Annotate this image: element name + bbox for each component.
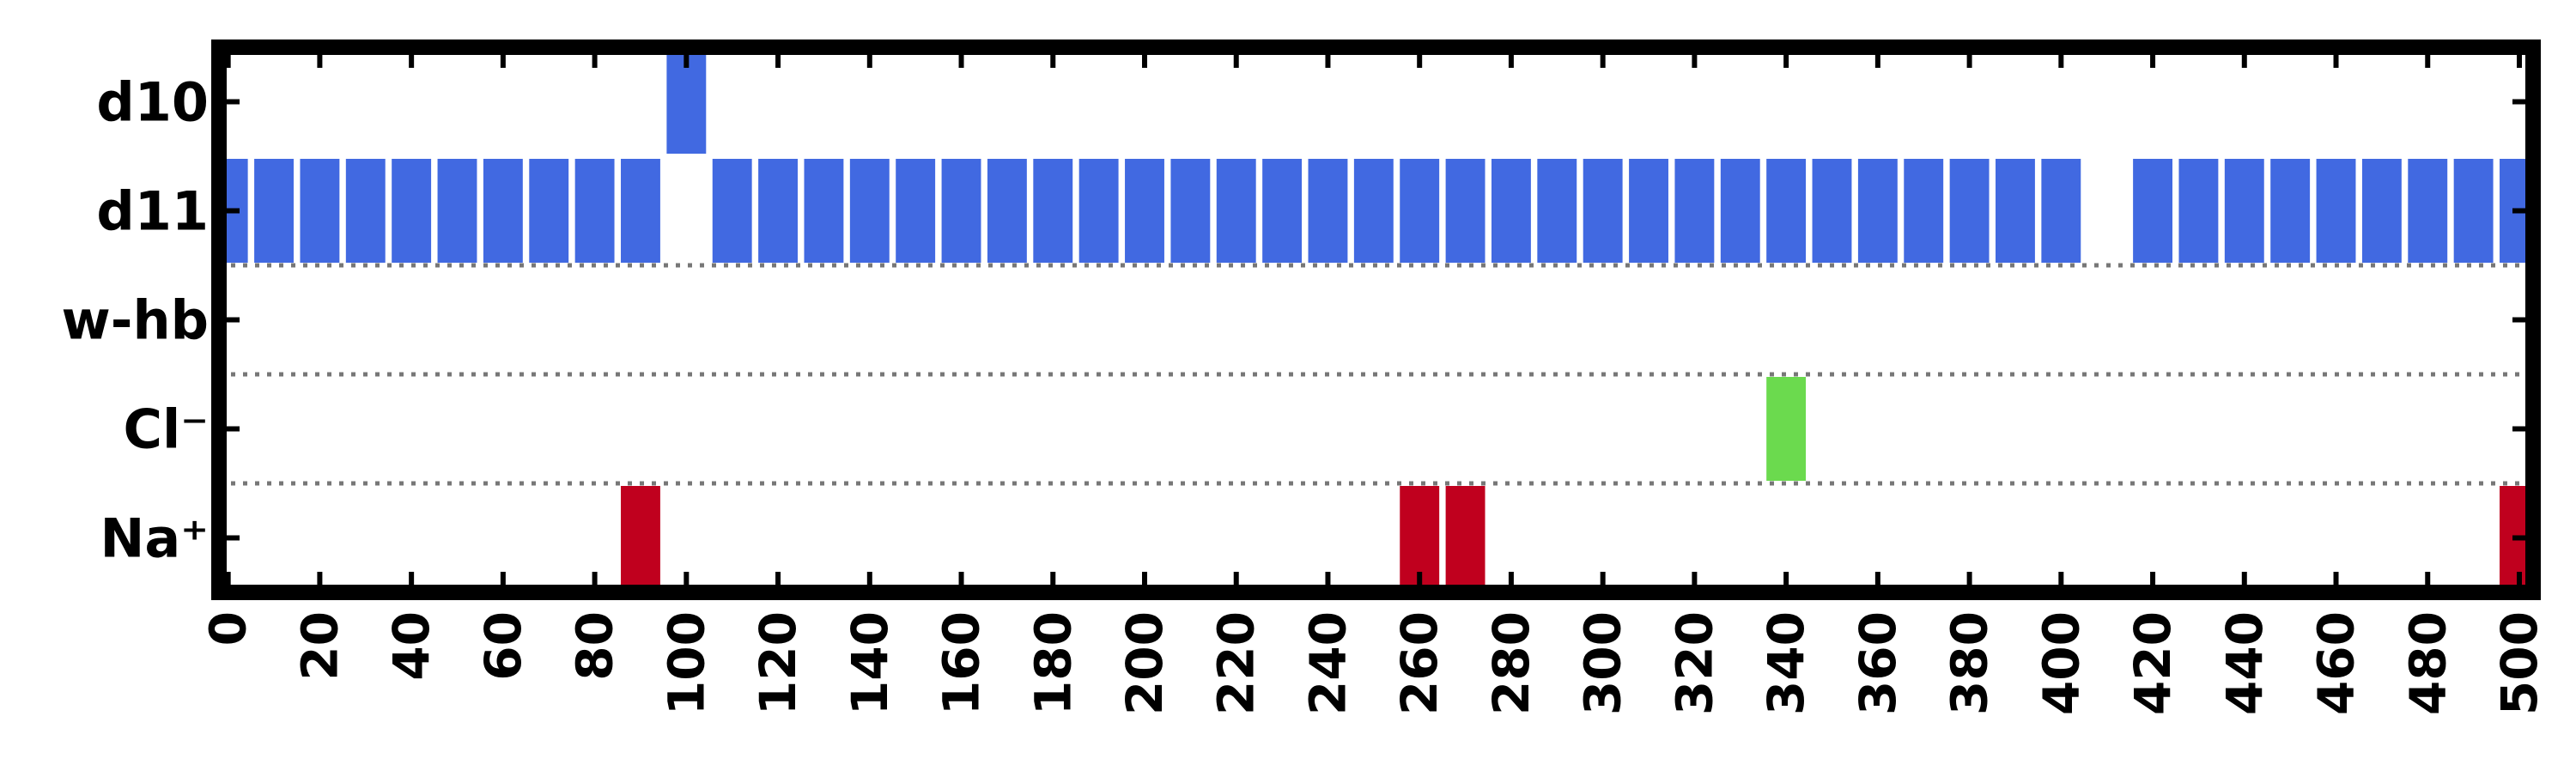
- bar-d11-300: [1583, 159, 1623, 263]
- bar-d11-240: [1308, 159, 1348, 263]
- bar-d11-370: [1904, 159, 1944, 263]
- bar-d11-360: [1857, 159, 1898, 263]
- bar-d11-440: [2224, 159, 2264, 263]
- x-tick-label: 20: [290, 611, 349, 681]
- bar-d11-460: [2316, 159, 2356, 263]
- bar-d11-470: [2361, 159, 2402, 263]
- bar-d11-80: [574, 159, 615, 263]
- x-tick-label: 420: [2123, 611, 2182, 715]
- bar-d11-480: [2408, 159, 2448, 263]
- bar-d11-390: [1996, 159, 2035, 263]
- bar-d11-430: [2178, 159, 2219, 263]
- x-tick-label: 160: [933, 611, 991, 715]
- plot-frame: [211, 39, 2541, 600]
- bar-d11-280: [1491, 159, 1531, 263]
- x-tick-label: 40: [382, 611, 440, 681]
- bar-d11-220: [1216, 159, 1256, 263]
- x-tick-label: 220: [1207, 611, 1266, 715]
- bar-d11-250: [1353, 159, 1394, 263]
- bar-d11-40: [392, 159, 432, 263]
- x-tick-label: 260: [1390, 611, 1449, 715]
- bar-d11-210: [1170, 159, 1211, 263]
- bar-d11-260: [1400, 159, 1440, 263]
- bar-d11-160: [941, 159, 981, 263]
- x-tick-label: 300: [1574, 611, 1632, 715]
- y-tick-label: d11: [96, 180, 209, 243]
- x-tick-label: 280: [1482, 611, 1540, 715]
- bar-d11-20: [300, 159, 340, 263]
- x-tick-label: 0: [199, 611, 258, 646]
- bar-d11-400: [2041, 159, 2081, 263]
- bar-d11-420: [2133, 159, 2173, 263]
- x-tick-label: 100: [657, 611, 715, 715]
- bar-d11-190: [1078, 159, 1119, 263]
- bar-d11-70: [529, 159, 569, 263]
- bar-d11-340: [1766, 159, 1807, 263]
- x-tick-label: 400: [2032, 611, 2090, 715]
- bar-d11-310: [1629, 159, 1668, 263]
- bar-d11-330: [1720, 159, 1760, 263]
- bar-d11-130: [804, 159, 844, 263]
- x-tick-label: 320: [1665, 611, 1723, 715]
- bar-d11-270: [1445, 159, 1485, 263]
- x-tick-label: 380: [1941, 611, 1999, 715]
- x-tick-label: 460: [2307, 611, 2366, 715]
- x-tick-label: 60: [474, 611, 532, 681]
- y-tick-label: Cl⁻: [124, 398, 209, 461]
- y-tick-label: d10: [96, 71, 209, 134]
- x-tick-label: 200: [1115, 611, 1174, 715]
- x-tick-label: 500: [2490, 611, 2549, 715]
- bar-d11-200: [1125, 159, 1164, 263]
- y-tick-label: Na⁺: [100, 507, 209, 570]
- bar-d11-10: [254, 159, 294, 263]
- bar-d11-230: [1262, 159, 1303, 263]
- bar-d11-170: [987, 159, 1027, 263]
- bar-d11-150: [896, 159, 936, 263]
- x-tick-label: 180: [1024, 611, 1082, 715]
- x-tick-label: 120: [749, 611, 807, 715]
- bar-d11-120: [758, 159, 799, 263]
- bar-d11-180: [1033, 159, 1073, 263]
- bar-d11-30: [345, 159, 386, 263]
- bar-d11-50: [437, 159, 477, 263]
- bar-d11-320: [1674, 159, 1715, 263]
- y-tick-label: w-hb: [61, 289, 209, 352]
- bar-d11-90: [621, 159, 660, 263]
- bar-d11-140: [849, 159, 890, 263]
- bar-d11-60: [483, 159, 523, 263]
- x-tick-label: 340: [1757, 611, 1815, 715]
- bar-d11-350: [1812, 159, 1852, 263]
- bar-d11-290: [1537, 159, 1577, 263]
- bar-d11-110: [712, 159, 752, 263]
- bar-d11-450: [2270, 159, 2311, 263]
- x-tick-label: 80: [566, 611, 624, 681]
- bar-na-270: [1445, 486, 1485, 590]
- bar-d11-380: [1949, 159, 1990, 263]
- x-tick-label: 480: [2398, 611, 2457, 715]
- x-tick-label: 140: [841, 611, 899, 715]
- x-tick-label: 440: [2215, 611, 2274, 715]
- x-tick-label: 240: [1298, 611, 1357, 715]
- bar-cl-340: [1766, 377, 1807, 481]
- bar-na-90: [621, 486, 660, 590]
- x-tick-label: 360: [1849, 611, 1907, 715]
- bar-d11-490: [2453, 159, 2494, 263]
